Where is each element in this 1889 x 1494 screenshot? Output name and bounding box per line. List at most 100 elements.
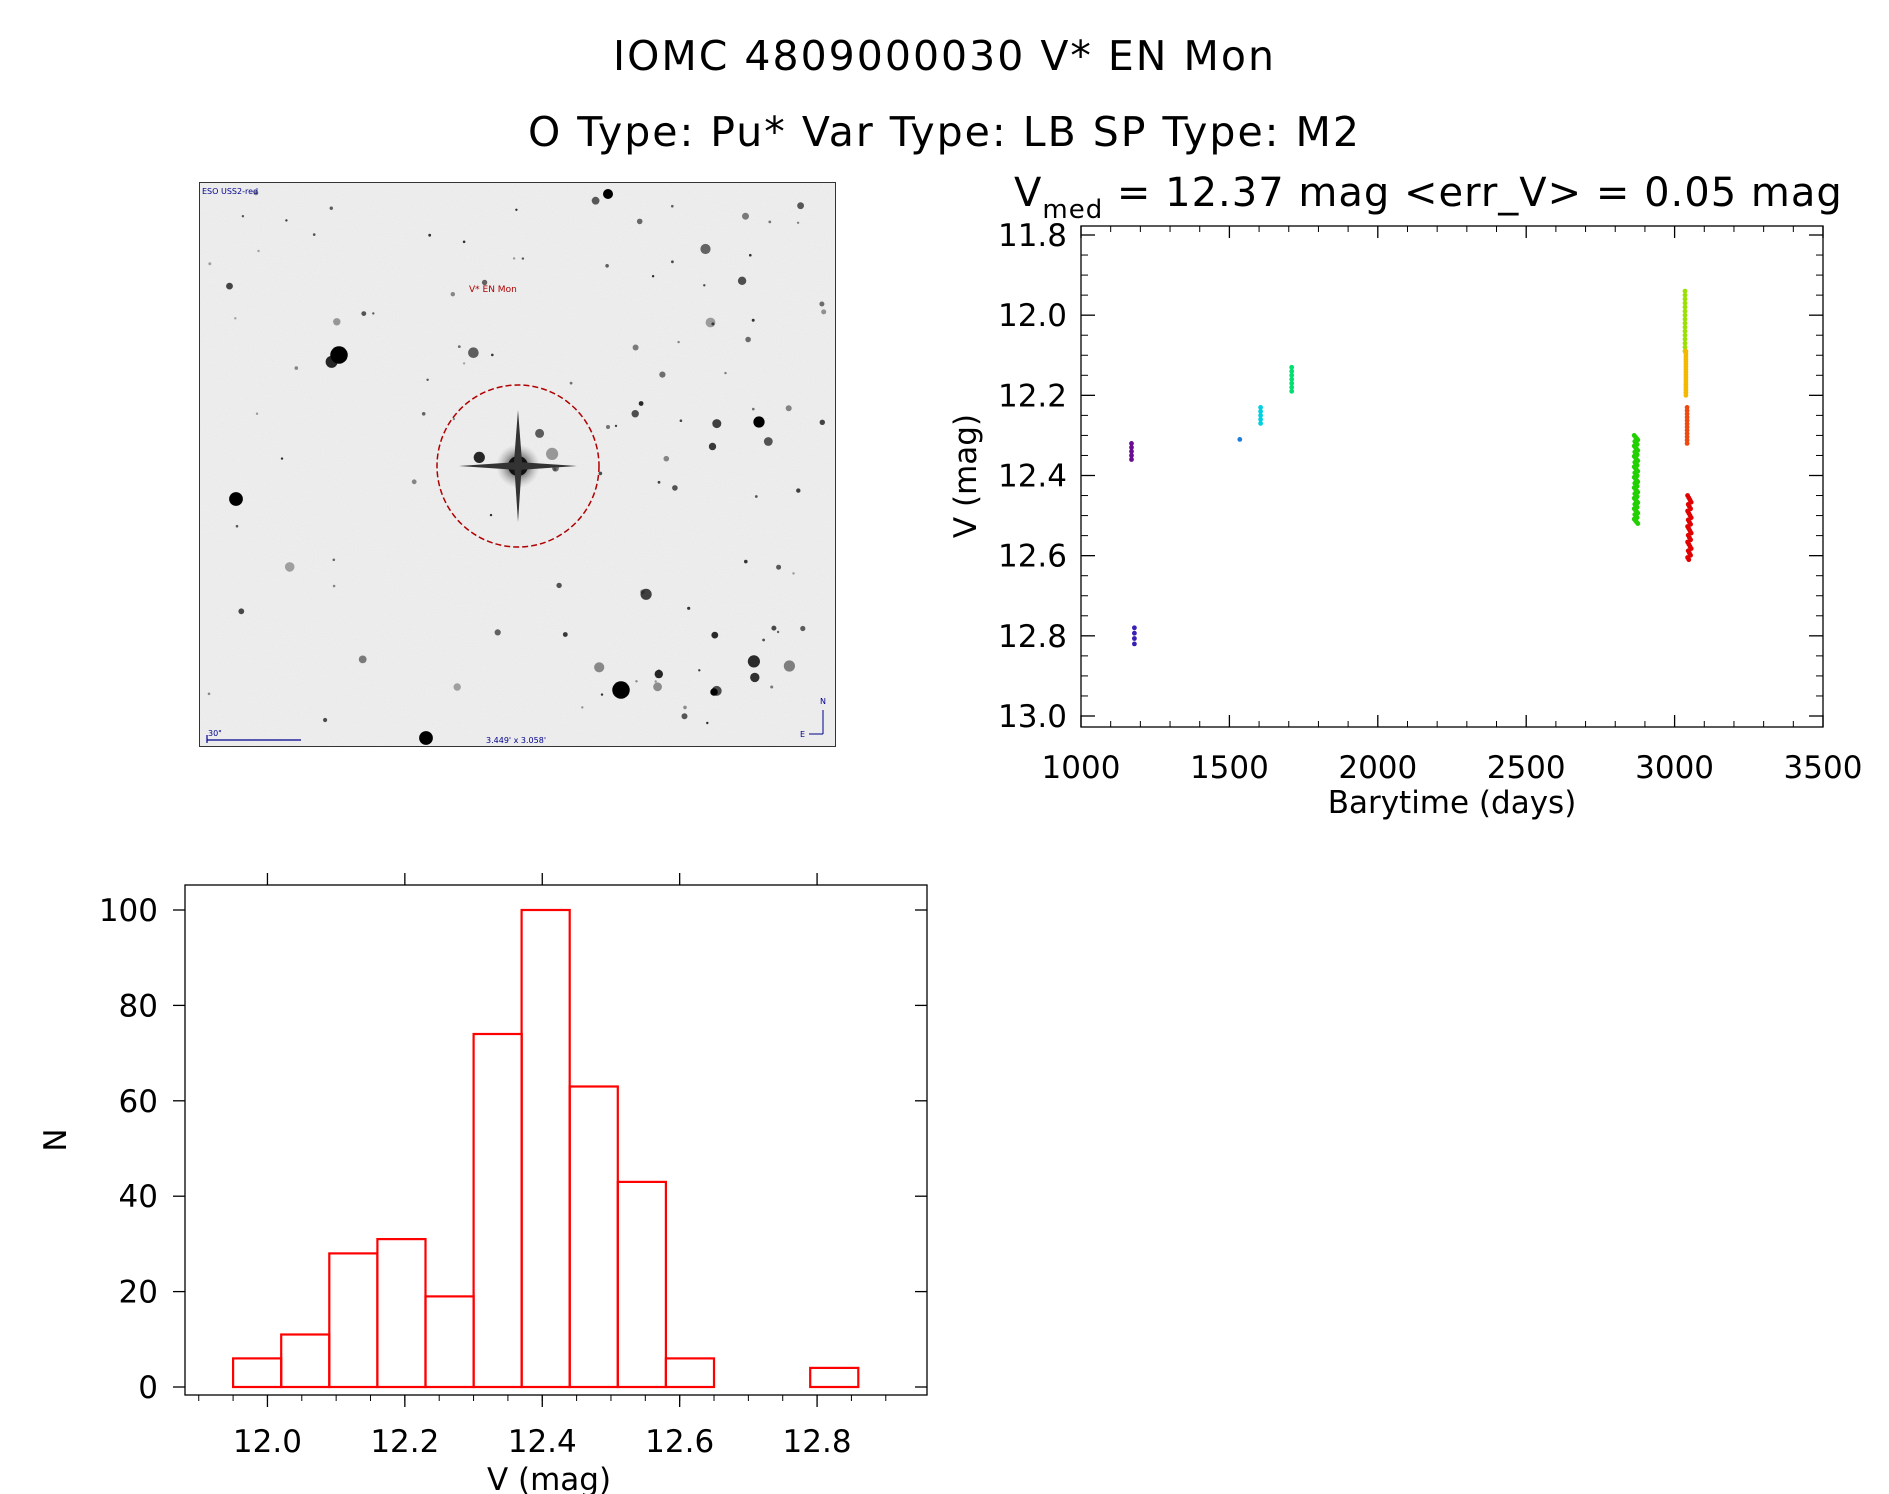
field-star bbox=[796, 221, 800, 224]
field-star bbox=[280, 457, 284, 460]
light-curve-chart: Vmed = 12.37 mag <err_V> = 0.05 mag 1000… bbox=[948, 170, 1863, 821]
lc-ytick-label: 12.0 bbox=[998, 298, 1067, 334]
lc-data-points bbox=[1129, 288, 1694, 647]
field-star bbox=[489, 513, 493, 517]
lc-point bbox=[1682, 320, 1688, 326]
field-star bbox=[494, 629, 501, 636]
finder-chart: V* EN Mon ESO USS2-red 30" 3.449' x 3.05… bbox=[199, 182, 836, 747]
lc-ytick-label: 12.6 bbox=[998, 539, 1067, 575]
field-star bbox=[521, 257, 525, 260]
field-star bbox=[663, 455, 670, 462]
hist-bar bbox=[376, 1237, 427, 1389]
lc-point bbox=[1686, 557, 1692, 563]
lc-point bbox=[1684, 431, 1690, 436]
field-star bbox=[768, 220, 772, 224]
field-star bbox=[703, 284, 706, 287]
lc-point bbox=[1682, 296, 1688, 302]
field-star bbox=[747, 655, 761, 668]
field-star bbox=[640, 589, 645, 595]
field-star bbox=[255, 412, 259, 415]
lc-point bbox=[1683, 392, 1689, 398]
field-star bbox=[450, 292, 455, 297]
lc-point bbox=[1289, 384, 1295, 390]
field-star bbox=[235, 524, 239, 528]
field-star bbox=[635, 680, 638, 683]
field-star bbox=[744, 559, 748, 564]
lc-point bbox=[1682, 340, 1688, 346]
lc-title: Vmed = 12.37 mag <err_V> = 0.05 mag bbox=[1014, 170, 1843, 225]
svg-text:N: N bbox=[820, 697, 826, 706]
lc-point bbox=[1132, 625, 1137, 631]
bright-star bbox=[612, 681, 630, 699]
hist-ytick-label: 20 bbox=[119, 1275, 158, 1311]
field-stars bbox=[207, 189, 827, 745]
field-star bbox=[654, 669, 663, 679]
survey-label: ESO USS2-red bbox=[202, 187, 258, 196]
field-star bbox=[711, 322, 715, 326]
lc-point bbox=[1684, 411, 1690, 417]
bright-star bbox=[753, 416, 765, 428]
lc-point bbox=[1682, 308, 1688, 314]
field-star bbox=[457, 345, 461, 348]
field-star bbox=[745, 336, 751, 343]
field-star bbox=[207, 692, 211, 696]
title-line-2: O Type: Pu* Var Type: LB SP Type: M2 bbox=[527, 108, 1361, 156]
lc-point bbox=[1682, 304, 1688, 310]
hist-ytick-label: 40 bbox=[119, 1179, 158, 1215]
field-star bbox=[776, 630, 780, 634]
field-star bbox=[742, 212, 749, 220]
field-star bbox=[226, 282, 233, 290]
lc-plot-frame bbox=[1080, 225, 1824, 728]
field-star bbox=[783, 660, 796, 672]
hist-bar bbox=[424, 1295, 475, 1389]
field-star bbox=[372, 312, 375, 315]
lc-xtick-label: 1000 bbox=[1042, 750, 1121, 786]
field-star bbox=[754, 495, 758, 498]
field-star bbox=[598, 471, 603, 476]
field-star bbox=[329, 206, 333, 210]
field-star bbox=[653, 682, 662, 692]
target-label: V* EN Mon bbox=[469, 285, 517, 295]
lc-xtick-label: 2000 bbox=[1338, 750, 1417, 786]
field-star bbox=[473, 451, 485, 463]
field-star bbox=[631, 410, 639, 418]
field-star bbox=[491, 353, 494, 357]
field-star bbox=[234, 317, 237, 320]
lc-point bbox=[1682, 288, 1688, 294]
field-star bbox=[515, 208, 518, 211]
field-star bbox=[657, 480, 661, 484]
lc-ytick-label: 13.0 bbox=[998, 699, 1067, 735]
lc-xtick-label: 3500 bbox=[1784, 750, 1863, 786]
lc-point bbox=[1682, 328, 1688, 334]
hist-bars bbox=[232, 908, 860, 1389]
field-star bbox=[700, 243, 711, 255]
field-star bbox=[819, 301, 825, 307]
lc-point bbox=[1682, 316, 1688, 322]
field-star bbox=[581, 706, 584, 709]
lc-point bbox=[1289, 380, 1295, 386]
field-star bbox=[614, 424, 618, 428]
lc-point bbox=[1682, 344, 1688, 350]
field-star bbox=[428, 233, 432, 237]
field-star bbox=[771, 625, 777, 631]
field-star bbox=[333, 318, 341, 326]
lc-point bbox=[1258, 405, 1263, 410]
field-star bbox=[762, 638, 765, 642]
title-line-1: IOMC 4809000030 V* EN Mon bbox=[613, 32, 1276, 80]
field-star bbox=[600, 693, 604, 696]
field-star bbox=[750, 672, 760, 683]
lc-point bbox=[1684, 427, 1690, 433]
field-star bbox=[605, 264, 609, 268]
bright-star bbox=[330, 346, 348, 364]
field-star bbox=[796, 488, 801, 493]
field-star bbox=[591, 196, 600, 205]
field-star bbox=[654, 680, 657, 683]
lc-ylabel: V (mag) bbox=[948, 414, 984, 538]
hist-ytick-label: 0 bbox=[138, 1370, 158, 1406]
field-star bbox=[238, 608, 245, 615]
lc-point bbox=[1682, 312, 1688, 318]
field-star bbox=[632, 344, 639, 351]
field-star bbox=[462, 240, 466, 244]
svg-text:E: E bbox=[800, 730, 805, 739]
